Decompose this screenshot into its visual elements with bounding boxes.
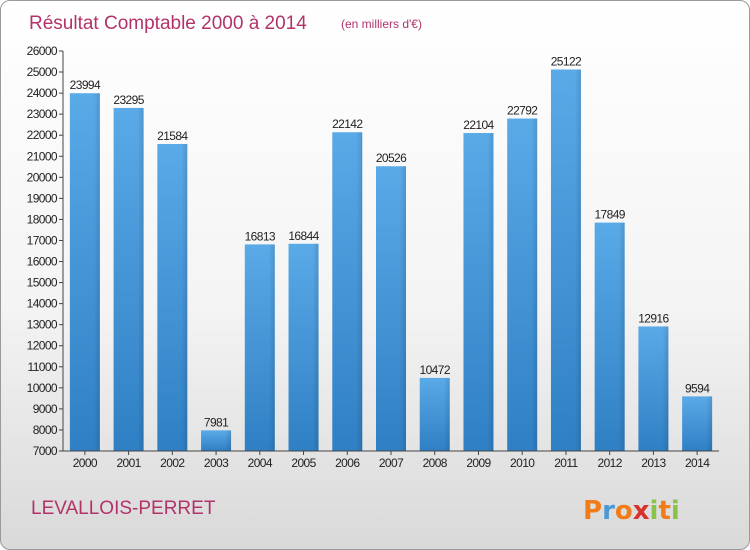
bar-2003	[201, 430, 232, 451]
bar-shade-2009	[487, 133, 494, 451]
bar-shade-2003	[225, 430, 232, 451]
logo-letter: P	[583, 496, 602, 526]
chart-subtitle: (en milliers d'€)	[341, 17, 422, 31]
data-label-2009: 22104	[463, 118, 494, 132]
y-tick-label: 26000	[27, 44, 58, 58]
bar-shade-2004	[268, 244, 275, 451]
y-tick-label: 11000	[28, 360, 58, 374]
bar-shade-2010	[531, 118, 538, 452]
chart-title: Résultat Comptable 2000 à 2014	[29, 13, 307, 34]
bars-group: 23994 23295 21584 7981 16813 16844 22142 20526 1…	[70, 54, 713, 452]
bar-shade-2005	[312, 243, 319, 451]
logo-letter: o	[615, 496, 633, 526]
data-label-2007: 20526	[376, 151, 407, 165]
y-tick-label: 19000	[27, 191, 58, 205]
data-label-2002: 21584	[157, 129, 188, 143]
data-label-2008: 10472	[420, 363, 451, 377]
logo-letter: x	[633, 496, 650, 526]
x-tick-label: 2011	[554, 456, 578, 470]
bar-shade-2013	[662, 326, 669, 451]
y-tick-label: 25000	[27, 65, 58, 79]
logo-letter: i	[671, 496, 680, 526]
x-tick-label: 2004	[248, 456, 273, 470]
y-tick-label: 18000	[27, 212, 58, 226]
y-tick-label: 12000	[27, 339, 58, 353]
y-tick-label: 16000	[27, 255, 58, 269]
logo-letter: i	[650, 496, 659, 526]
y-tick-label: 15000	[27, 276, 58, 290]
y-tick-label: 23000	[27, 107, 58, 121]
y-tick-label: 13000	[27, 318, 58, 332]
x-axis: 2000 2001 2002 2003 2004 2005 2006 2007 2008 2009…	[63, 450, 719, 470]
data-label-2014: 9594	[685, 381, 710, 395]
y-tick-label: 22000	[27, 128, 58, 142]
location-label: LEVALLOIS-PERRET	[31, 498, 216, 519]
y-tick-label: 24000	[27, 86, 58, 100]
x-tick-label: 2006	[335, 456, 360, 470]
x-tick-label: 2012	[598, 456, 623, 470]
x-tick-label: 2010	[510, 456, 535, 470]
x-tick-label: 2008	[423, 456, 448, 470]
data-label-2004: 16813	[245, 229, 276, 243]
logo-letter: t	[658, 496, 670, 526]
data-label-2012: 17849	[594, 208, 625, 222]
bar-shade-2008	[443, 377, 450, 451]
data-label-2005: 16844	[288, 229, 319, 243]
y-tick-label: 17000	[27, 233, 58, 247]
bar-shade-2007	[400, 166, 406, 451]
bar-shade-2001	[137, 107, 144, 452]
data-label-2003: 7981	[204, 415, 229, 429]
x-tick-label: 2007	[379, 456, 404, 470]
x-tick-label: 2014	[685, 456, 710, 470]
data-label-2010: 22792	[507, 104, 538, 118]
y-tick-label: 14000	[27, 297, 58, 311]
bar-shade-2014	[706, 396, 713, 451]
data-label-2006: 22142	[332, 117, 363, 131]
x-tick-label: 2001	[116, 456, 141, 470]
data-label-2000: 23994	[70, 78, 101, 92]
bar-shade-2006	[356, 132, 363, 451]
proxiti-logo: Proxiti	[583, 496, 680, 526]
bar-shade-2000	[93, 93, 100, 452]
data-label-2011: 25122	[551, 54, 582, 68]
y-tick-label: 20000	[27, 170, 58, 184]
x-tick-label: 2013	[641, 456, 666, 470]
y-tick-label: 10000	[27, 381, 58, 395]
x-tick-label: 2003	[204, 456, 229, 470]
y-tick-label: 8000	[33, 423, 58, 437]
x-tick-label: 2009	[466, 456, 491, 470]
bar-shade-2002	[181, 143, 188, 451]
bar-shade-2012	[618, 222, 625, 451]
x-tick-label: 2000	[73, 456, 98, 470]
bar-shade-2011	[574, 69, 581, 452]
data-label-2013: 12916	[638, 311, 669, 325]
logo-letter: r	[602, 496, 615, 526]
y-tick-label: 7000	[33, 444, 58, 458]
x-tick-label: 2005	[291, 456, 316, 470]
data-label-2001: 23295	[113, 93, 144, 107]
y-axis: 7000 8000 9000 10000 11000 12000 13000 14000 150…	[27, 44, 64, 458]
y-tick-label: 9000	[33, 402, 58, 416]
x-tick-label: 2002	[160, 456, 185, 470]
y-tick-label: 21000	[27, 149, 58, 163]
